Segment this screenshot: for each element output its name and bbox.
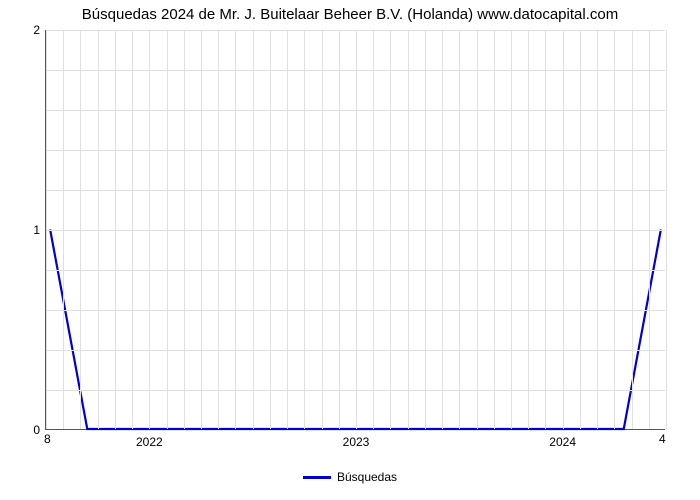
y-tick-label: 1 <box>33 223 40 237</box>
corner-label-bottom-left: 8 <box>44 432 51 446</box>
legend-swatch <box>303 476 331 479</box>
minor-gridline-h <box>46 110 665 111</box>
legend: Búsquedas <box>0 470 700 484</box>
corner-label-bottom-right: 4 <box>659 432 666 446</box>
plot-area: 202220232024012 <box>45 30 665 430</box>
y-tick-label: 2 <box>33 23 40 37</box>
minor-gridline-h <box>46 190 665 191</box>
gridline-h <box>46 230 665 231</box>
minor-gridline-v <box>666 30 667 429</box>
gridline-h <box>46 30 665 31</box>
x-tick-label: 2024 <box>549 435 576 449</box>
minor-gridline-h <box>46 70 665 71</box>
chart-title: Búsquedas 2024 de Mr. J. Buitelaar Behee… <box>0 6 700 23</box>
minor-gridline-h <box>46 390 665 391</box>
minor-gridline-h <box>46 350 665 351</box>
y-tick-label: 0 <box>33 423 40 437</box>
minor-gridline-h <box>46 310 665 311</box>
x-tick-label: 2022 <box>136 435 163 449</box>
minor-gridline-h <box>46 150 665 151</box>
minor-gridline-h <box>46 270 665 271</box>
x-tick-label: 2023 <box>343 435 370 449</box>
legend-label: Búsquedas <box>337 470 397 484</box>
